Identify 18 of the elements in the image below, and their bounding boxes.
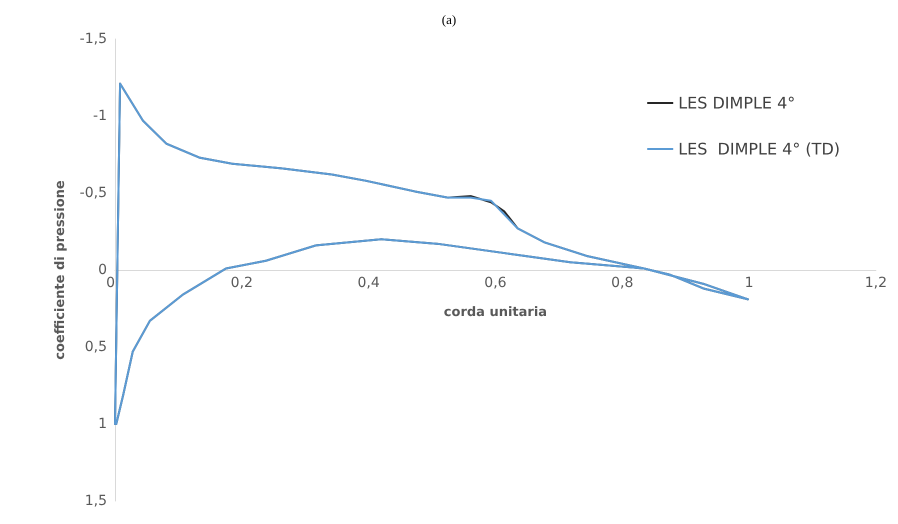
y-tick-label: 0,5 — [84, 339, 107, 355]
x-tick-label: 0,8 — [611, 275, 634, 291]
y-tick-label: -1 — [93, 108, 107, 124]
x-axis-title: corda unitaria — [444, 305, 548, 320]
legend-label: LES DIMPLE 4° (TD) — [678, 140, 840, 158]
x-tick-label: 0,4 — [357, 275, 380, 291]
x-tick-label: 1 — [744, 275, 754, 291]
y-tick-label: -1,5 — [80, 31, 107, 47]
y-tick-label: 0 — [98, 262, 107, 278]
y-axis-title: coefficiente di pressione — [53, 180, 68, 360]
legend-label: LES DIMPLE 4° — [678, 94, 796, 112]
x-tick-label: 0,2 — [230, 275, 253, 291]
x-tick-label: 0,6 — [484, 275, 507, 291]
y-tick-label: -0,5 — [80, 185, 107, 201]
y-tick-label: 1,5 — [84, 493, 107, 509]
y-tick-label: 1 — [98, 416, 107, 432]
x-tick-label: 1,2 — [864, 275, 887, 291]
chart-title: (a) — [442, 12, 456, 27]
